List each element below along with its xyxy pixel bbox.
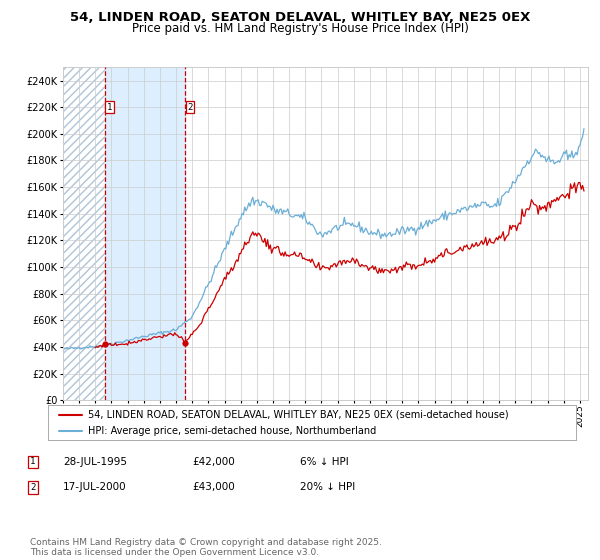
Text: Price paid vs. HM Land Registry's House Price Index (HPI): Price paid vs. HM Land Registry's House … bbox=[131, 22, 469, 35]
Text: 20% ↓ HPI: 20% ↓ HPI bbox=[300, 482, 355, 492]
Bar bbox=[104, 67, 185, 400]
Text: 2: 2 bbox=[31, 483, 35, 492]
Bar bbox=[63, 67, 104, 400]
Text: 54, LINDEN ROAD, SEATON DELAVAL, WHITLEY BAY, NE25 0EX: 54, LINDEN ROAD, SEATON DELAVAL, WHITLEY… bbox=[70, 11, 530, 24]
Text: 28-JUL-1995: 28-JUL-1995 bbox=[63, 457, 127, 467]
Text: £43,000: £43,000 bbox=[192, 482, 235, 492]
Text: Contains HM Land Registry data © Crown copyright and database right 2025.
This d: Contains HM Land Registry data © Crown c… bbox=[30, 538, 382, 557]
Text: 6% ↓ HPI: 6% ↓ HPI bbox=[300, 457, 349, 467]
Text: HPI: Average price, semi-detached house, Northumberland: HPI: Average price, semi-detached house,… bbox=[88, 426, 376, 436]
Text: 54, LINDEN ROAD, SEATON DELAVAL, WHITLEY BAY, NE25 0EX (semi-detached house): 54, LINDEN ROAD, SEATON DELAVAL, WHITLEY… bbox=[88, 409, 508, 419]
Text: 1: 1 bbox=[107, 102, 112, 111]
Text: 17-JUL-2000: 17-JUL-2000 bbox=[63, 482, 127, 492]
Text: £42,000: £42,000 bbox=[192, 457, 235, 467]
Text: 1: 1 bbox=[31, 458, 35, 466]
Text: 2: 2 bbox=[187, 102, 193, 111]
